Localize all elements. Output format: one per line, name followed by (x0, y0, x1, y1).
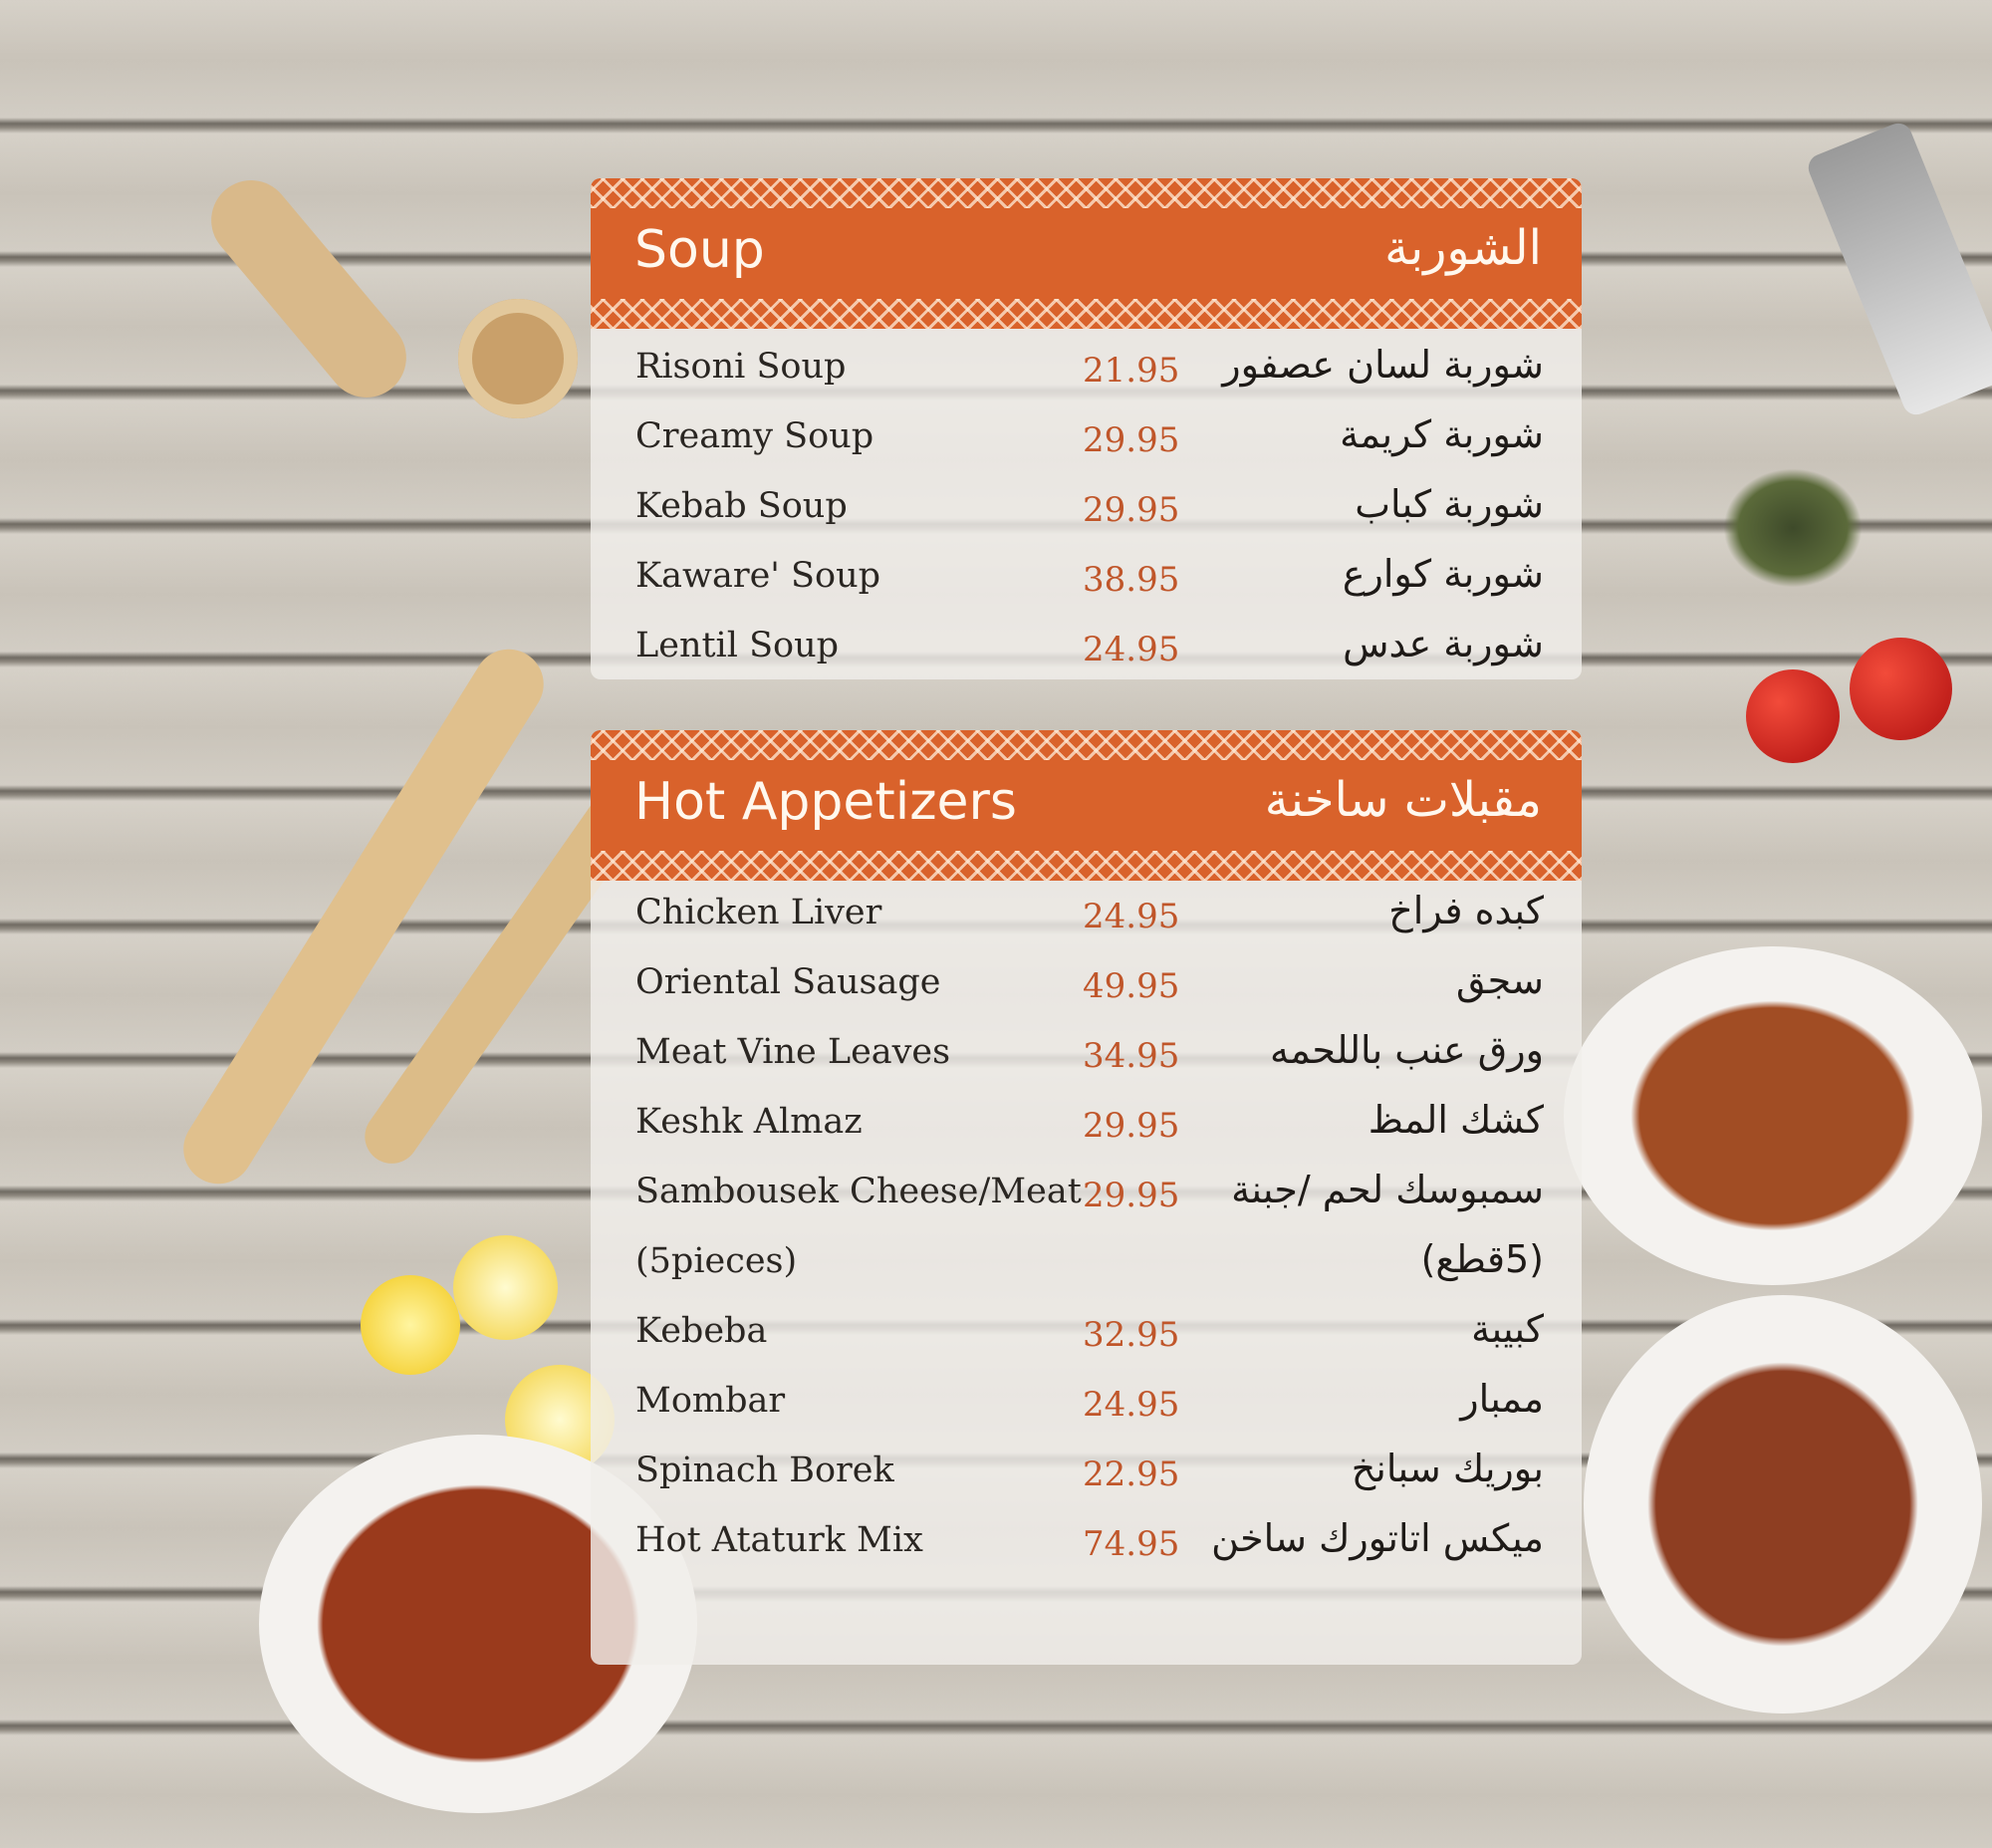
item-name: Hot Ataturk Mix (635, 1520, 923, 1560)
item-name-ar: سمبوسك لحم /جبنة (1231, 1168, 1544, 1211)
tomato-image (1746, 669, 1840, 763)
peppercorn-scoop-image (458, 299, 578, 418)
item-name: Meat Vine Leaves (635, 1032, 951, 1072)
menu-item: Mombar 24.95 ممبار (591, 1369, 1582, 1439)
herbs-image (1723, 468, 1863, 588)
item-price: 32.95 (1083, 1315, 1180, 1355)
menu-item: Risoni Soup 21.95 شوربة لسان عصفور (591, 335, 1582, 404)
item-name-ar: كبده فراخ (1388, 889, 1544, 932)
item-name-ar: شوربة لسان عصفور (1222, 343, 1544, 387)
item-price: 34.95 (1083, 1036, 1180, 1076)
meatball-dish-image (1584, 1295, 1982, 1714)
item-name-ar: ميكس اتاتورك ساخن (1211, 1516, 1544, 1560)
item-name-ar: كشك المظ (1368, 1098, 1544, 1142)
item-name: Mombar (635, 1381, 786, 1421)
menu-item: Chicken Liver 24.95 كبده فراخ (591, 881, 1582, 950)
item-price: 24.95 (1083, 1385, 1180, 1425)
menu-item: Creamy Soup 29.95 شوربة كريمة (591, 404, 1582, 474)
section-title-ar: الشوربة (1384, 220, 1542, 276)
menu-item: (5pieces) (5قطع) (591, 1229, 1582, 1299)
item-name: Risoni Soup (635, 347, 847, 387)
item-name-ar: شوربة كوارع (1342, 552, 1544, 596)
item-price: 21.95 (1083, 351, 1180, 391)
item-name-ar: كبيبة (1471, 1307, 1544, 1351)
item-name: (5pieces) (635, 1241, 798, 1281)
item-price: 22.95 (1083, 1454, 1180, 1494)
wooden-scoop-image (194, 163, 423, 414)
menu-item: Kebab Soup 29.95 شوربة كباب (591, 474, 1582, 544)
menu-item: Meat Vine Leaves 34.95 ورق عنب باللحمه (591, 1020, 1582, 1090)
item-price: 74.95 (1083, 1524, 1180, 1564)
item-name-ar: (5قطع) (1420, 1237, 1544, 1281)
section-title-en: Hot Appetizers (634, 772, 1018, 832)
item-price: 29.95 (1083, 420, 1180, 460)
pattern-border (591, 299, 1582, 329)
section-title-en: Soup (634, 220, 765, 280)
item-name-ar: بوريك سبانخ (1351, 1447, 1544, 1490)
item-name: Creamy Soup (635, 416, 874, 456)
item-price: 38.95 (1083, 560, 1180, 600)
menu-item: Oriental Sausage 49.95 سجق (591, 950, 1582, 1020)
item-price: 29.95 (1083, 1176, 1180, 1215)
item-name: Oriental Sausage (635, 962, 941, 1002)
item-name: Kaware' Soup (635, 556, 881, 596)
item-name: Lentil Soup (635, 626, 840, 665)
pattern-border (591, 730, 1582, 760)
item-name: Kebeba (635, 1311, 768, 1351)
menu-item: Hot Ataturk Mix 74.95 ميكس اتاتورك ساخن (591, 1508, 1582, 1578)
tomato-image (1850, 638, 1952, 740)
item-price: 24.95 (1083, 897, 1180, 936)
item-name-ar: شوربة كريمة (1340, 412, 1544, 456)
item-price: 29.95 (1083, 1106, 1180, 1146)
item-name-ar: شوربة كباب (1355, 482, 1544, 526)
pattern-border (591, 851, 1582, 881)
lemon-image (453, 1235, 558, 1340)
section-header: Hot Appetizers مقبلات ساخنة (591, 730, 1582, 881)
hot-appetizers-menu-panel: Hot Appetizers مقبلات ساخنة Chicken Live… (591, 730, 1582, 1665)
menu-item: Sambousek Cheese/Meat 29.95 سمبوسك لحم /جب… (591, 1160, 1582, 1229)
item-name: Kebab Soup (635, 486, 848, 526)
item-price: 49.95 (1083, 966, 1180, 1006)
menu-item: Kaware' Soup 38.95 شوربة كوارع (591, 544, 1582, 614)
menu-item: Kebeba 32.95 كبيبة (591, 1299, 1582, 1369)
soup-menu-panel: Soup الشوربة Risoni Soup 21.95 شوربة لسان … (591, 178, 1582, 679)
item-price: 29.95 (1083, 490, 1180, 530)
item-name: Chicken Liver (635, 893, 882, 932)
item-name-ar: شوربة عدس (1343, 622, 1544, 665)
item-name-ar: سجق (1455, 958, 1544, 1002)
kibbeh-dish-image (1564, 946, 1982, 1285)
menu-item: Keshk Almaz 29.95 كشك المظ (591, 1090, 1582, 1160)
salt-shaker-image (1804, 119, 1992, 419)
pattern-border (591, 178, 1582, 208)
item-price: 24.95 (1083, 630, 1180, 669)
wooden-spatula-image (170, 636, 557, 1197)
item-name-ar: ورق عنب باللحمه (1270, 1028, 1544, 1072)
section-title-ar: مقبلات ساخنة (1264, 772, 1542, 828)
item-name: Spinach Borek (635, 1451, 894, 1490)
item-name-ar: ممبار (1460, 1377, 1544, 1421)
lemon-image (361, 1275, 460, 1375)
menu-item: Spinach Borek 22.95 بوريك سبانخ (591, 1439, 1582, 1508)
section-header: Soup الشوربة (591, 178, 1582, 329)
menu-item: Lentil Soup 24.95 شوربة عدس (591, 614, 1582, 679)
item-name: Sambousek Cheese/Meat (635, 1172, 1082, 1211)
item-name: Keshk Almaz (635, 1102, 863, 1142)
